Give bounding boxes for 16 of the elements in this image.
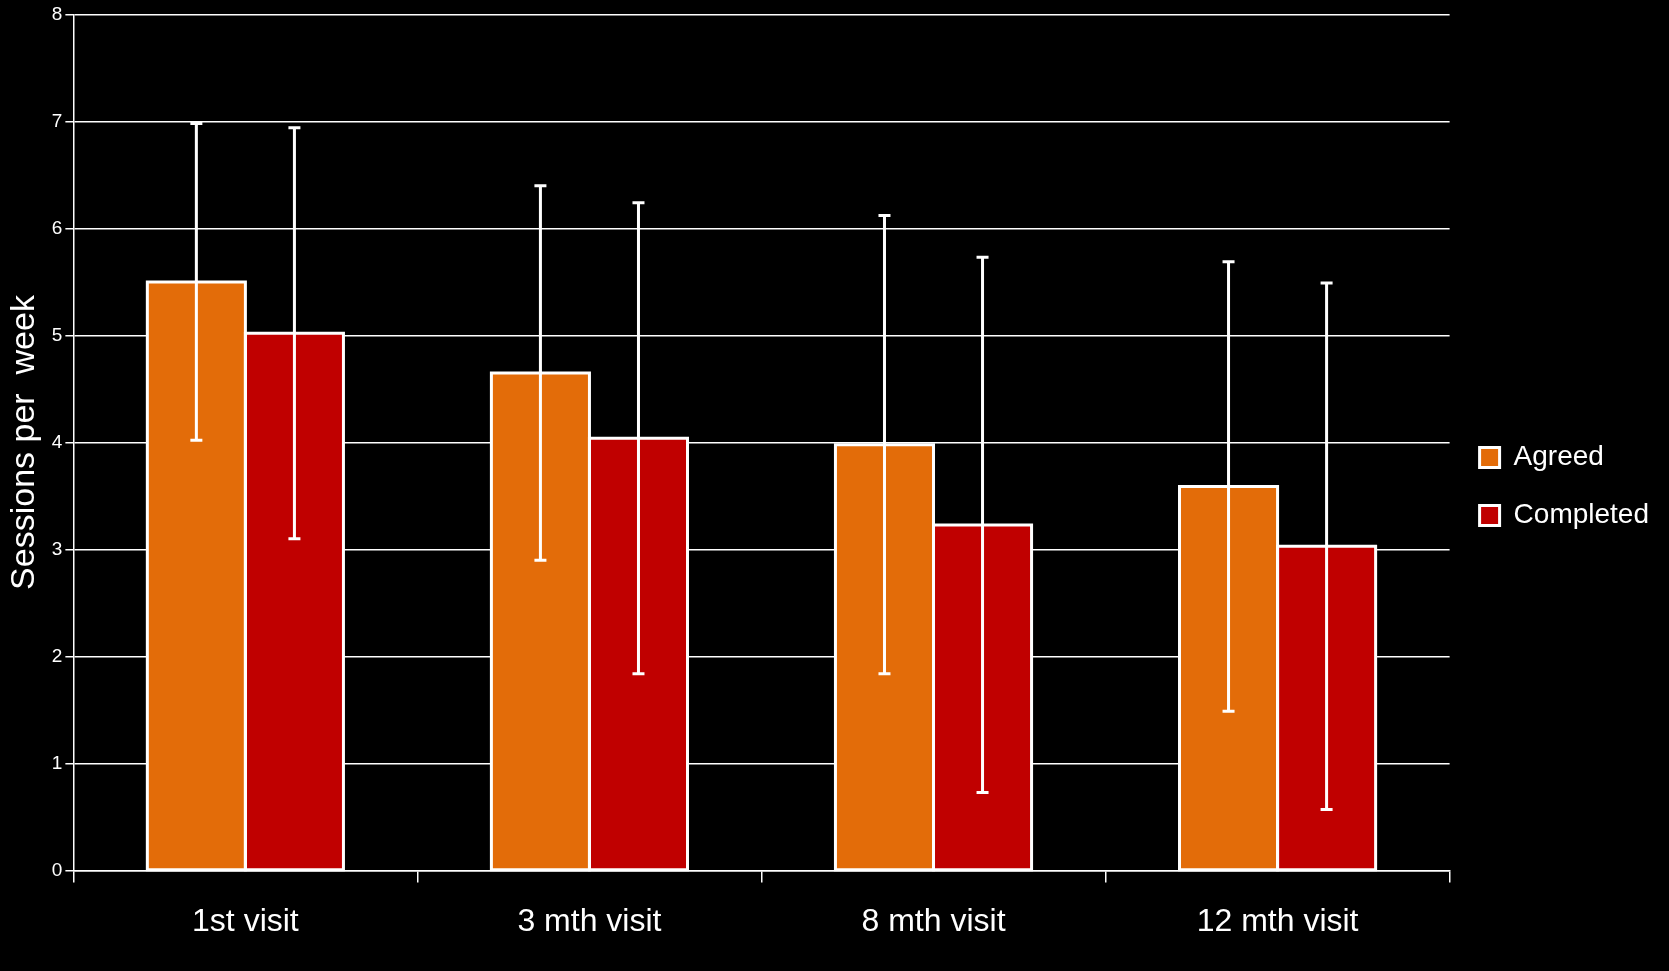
y-tick-label: 1 bbox=[51, 751, 63, 773]
y-tick-label: 8 bbox=[51, 2, 63, 24]
x-tick-label: 12 mth visit bbox=[1196, 901, 1359, 938]
y-tick-label: 7 bbox=[51, 109, 63, 131]
y-tick-label: 2 bbox=[51, 644, 63, 666]
legend-label: Completed bbox=[1513, 498, 1649, 530]
y-tick-label: 3 bbox=[51, 537, 63, 559]
x-tick-label: 8 mth visit bbox=[861, 901, 1006, 938]
x-tick-label: 1st visit bbox=[192, 901, 299, 938]
y-tick-label: 4 bbox=[51, 430, 63, 452]
y-axis-title: Sessions per week bbox=[2, 294, 41, 590]
x-tick-label: 3 mth visit bbox=[517, 901, 662, 938]
y-tick-label: 0 bbox=[51, 858, 63, 880]
y-tick-label: 6 bbox=[51, 216, 63, 238]
y-tick-label: 5 bbox=[51, 323, 63, 345]
legend-label: Agreed bbox=[1513, 440, 1604, 472]
